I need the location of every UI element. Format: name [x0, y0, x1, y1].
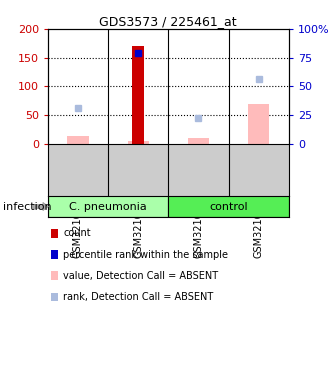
Bar: [248, 104, 269, 144]
Bar: [168, 196, 289, 217]
Text: infection: infection: [3, 202, 52, 212]
Title: GDS3573 / 225461_at: GDS3573 / 225461_at: [99, 15, 237, 28]
Bar: [132, 46, 144, 144]
Bar: [48, 196, 168, 217]
Bar: [128, 141, 149, 144]
Text: control: control: [209, 202, 248, 212]
Text: value, Detection Call = ABSENT: value, Detection Call = ABSENT: [63, 271, 218, 281]
Bar: [188, 138, 209, 144]
Text: percentile rank within the sample: percentile rank within the sample: [63, 250, 228, 260]
Bar: [67, 136, 88, 144]
Text: C. pneumonia: C. pneumonia: [69, 202, 147, 212]
Text: count: count: [63, 228, 91, 238]
Text: rank, Detection Call = ABSENT: rank, Detection Call = ABSENT: [63, 292, 214, 302]
